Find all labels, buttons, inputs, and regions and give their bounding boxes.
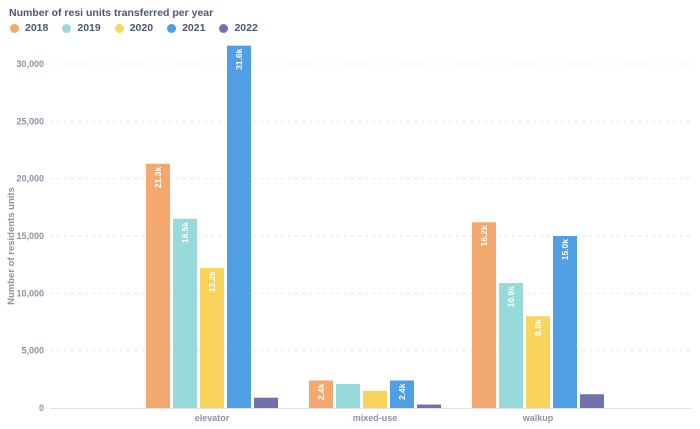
data-label: 31.6k (234, 48, 244, 70)
bar-walkup-2020 (526, 316, 550, 408)
legend-label: 2022 (234, 22, 258, 34)
y-tick-label: 10,000 (16, 288, 44, 298)
data-label: 12.2k (207, 271, 217, 293)
x-tick-label: mixed-use (353, 413, 398, 423)
bar-mixed-use-2020 (363, 390, 387, 408)
legend-label: 2019 (77, 22, 101, 34)
data-label: 15.0k (560, 239, 570, 261)
chart-title: Number of resi units transferred per yea… (9, 7, 214, 19)
x-tick-label: elevator (195, 413, 230, 423)
legend-item[interactable]: 2021 (167, 22, 205, 34)
legend-dot-icon (10, 23, 19, 33)
legend-item[interactable]: 2022 (219, 22, 258, 34)
data-label: 2.4k (397, 383, 407, 400)
bar-elevator-2019 (173, 218, 197, 408)
legend-dot-icon (114, 23, 124, 33)
legend-label: 2020 (129, 22, 154, 34)
y-tick-label: 15,000 (16, 231, 44, 241)
legend-item[interactable]: 2019 (62, 22, 101, 34)
bar-walkup-2018 (472, 222, 496, 408)
bar-mixed-use-2019 (336, 383, 360, 408)
legend-dot-icon (219, 23, 229, 33)
legend-item[interactable]: 2020 (114, 22, 154, 34)
bar-walkup-2021 (553, 236, 577, 408)
bar-mixed-use-2018 (309, 380, 333, 408)
data-label: 16.5k (180, 222, 190, 244)
legend-item[interactable]: 2018 (10, 22, 48, 34)
y-tick-label: 5,000 (21, 346, 44, 356)
data-label: 21.3k (153, 166, 163, 188)
data-label: 2.4k (316, 383, 326, 400)
data-label: 8.0k (533, 319, 543, 336)
bar-elevator-2021 (227, 45, 251, 409)
bar-mixed-use-2021 (390, 380, 414, 408)
y-tick-label: 20,000 (16, 174, 44, 184)
legend-label: 2018 (25, 22, 49, 34)
legend-dot-icon (167, 23, 177, 33)
legend-dot-icon (62, 23, 72, 33)
y-tick-label: 25,000 (16, 116, 44, 126)
bar-elevator-2022 (254, 397, 278, 408)
bar-walkup-2019 (499, 283, 523, 408)
data-label: 10.9k (506, 286, 516, 308)
bar-walkup-2022 (580, 394, 604, 408)
bar-elevator-2018 (146, 163, 170, 408)
bar-elevator-2020 (200, 268, 224, 408)
bar-mixed-use-2022 (417, 404, 441, 408)
x-tick-label: walkup (522, 413, 554, 423)
data-label: 16.2k (479, 225, 489, 247)
legend: 2018 2019 2020 2021 2022 (10, 22, 258, 34)
y-tick-label: 30,000 (16, 59, 44, 69)
y-tick-label: 0 (39, 403, 44, 413)
y-axis-label: Number of residents units (6, 187, 17, 305)
legend-label: 2021 (182, 22, 206, 34)
